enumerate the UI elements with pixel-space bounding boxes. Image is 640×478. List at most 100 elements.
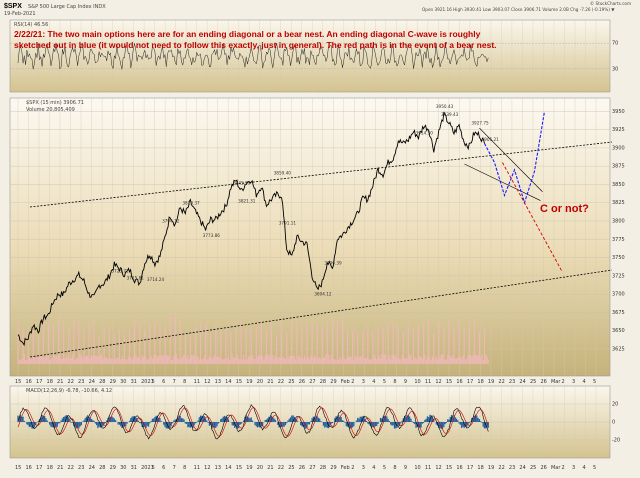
macd-histogram-bar [195,422,196,423]
volume-bar [170,316,171,364]
volume-bar [119,329,120,364]
macd-histogram-bar [228,419,229,422]
macd-histogram-bar [265,420,266,422]
volume-bar [52,358,53,364]
volume-bar [325,354,326,364]
volume-bar [385,355,386,364]
volume-bar [164,328,165,364]
volume-bar [374,354,375,364]
time-tick-label: 10 [414,379,420,385]
macd-histogram-bar [390,422,391,425]
volume-bar [459,318,460,364]
volume-bar [375,357,376,364]
volume-bar [279,357,280,364]
volume-bar [437,359,438,364]
volume-bar [106,358,107,364]
volume-bar [135,354,136,364]
volume-bar [208,359,209,364]
macd-histogram-bar [232,422,233,425]
volume-bar [409,355,410,364]
time-tick-label: 11 [194,379,200,385]
volume-bar [275,355,276,364]
volume-bar [213,357,214,364]
macd-histogram-bar [300,422,301,425]
macd-histogram-bar [206,420,207,422]
volume-bar [380,358,381,364]
volume-bar [62,359,63,364]
price-tag-label: 3821.31 [238,198,256,203]
volume-bar [362,331,363,364]
macd-histogram-bar [420,422,421,427]
time-tick-label: 5 [593,465,596,471]
time-tick-label: 2 [561,379,564,385]
time-tick-label: 25 [530,465,536,471]
volume-bar [44,358,45,364]
volume-bar [287,358,288,364]
macd-histogram-bar [386,416,387,422]
price-tag-label: 3905.21 [482,137,500,142]
time-tick-label: 14 [225,465,231,471]
time-tick-label: 28 [99,379,105,385]
volume-bar [480,357,481,364]
time-tick-label: 8 [183,465,186,471]
volume-bar [233,358,234,364]
macd-histogram-bar [320,421,321,422]
time-tick-label: 26 [299,379,305,385]
macd-histogram-bar [391,422,392,426]
time-tick-label: 6 [162,465,165,471]
volume-bar [230,331,231,364]
volume-bar [47,356,48,364]
macd-histogram-bar [323,422,324,426]
macd-histogram-bar [377,422,378,424]
volume-bar [276,336,277,364]
macd-histogram-bar [476,416,477,422]
volume-bar [460,356,461,364]
macd-histogram-bar [394,422,395,429]
annotation-line-1: 2/22/21: The two main options here are f… [14,29,481,39]
macd-histogram-bar [275,420,276,422]
volume-bar [154,322,155,364]
volume-bar [163,356,164,364]
volume-bar [363,359,364,364]
volume-bar [464,329,465,364]
volume-bar [318,358,319,364]
volume-bar [235,323,236,364]
volume-bar [311,318,312,364]
macd-histogram-bar [309,422,310,424]
volume-bar [125,359,126,364]
volume-bar [177,358,178,364]
volume-bar [371,359,372,364]
time-tick-label: 9 [404,379,407,385]
volume-bar [201,359,202,364]
volume-bar [204,355,205,364]
macd-histogram-bar [96,422,97,425]
macd-histogram-bar [181,418,182,422]
time-tick-label: 23 [509,379,515,385]
volume-bar [315,357,316,364]
volume-bar [456,359,457,364]
volume-bar [481,354,482,364]
macd-histogram-bar [375,422,376,426]
macd-histogram-bar [164,422,165,427]
volume-bar [139,323,140,364]
macd-histogram-bar [118,422,119,425]
time-tick-label: 7 [173,465,176,471]
macd-histogram-bar [63,417,64,422]
volume-bar [398,326,399,364]
macd-histogram-bar [71,422,72,423]
macd-histogram-bar [376,422,377,426]
price-tick-label: 3950 [612,109,625,115]
rsi-tick-label: 30 [612,66,618,72]
volume-bar [429,356,430,364]
time-tick-label: 26 [540,379,546,385]
volume-bar [223,359,224,364]
macd-histogram-bar [189,422,190,427]
volume-bar [190,334,191,364]
volume-bar [405,359,406,364]
volume-bar [45,355,46,364]
time-tick-label: 8 [393,379,396,385]
volume-bar [91,355,92,364]
macd-histogram-bar [148,422,149,427]
volume-bar [150,356,151,364]
macd-histogram-bar [163,422,164,425]
